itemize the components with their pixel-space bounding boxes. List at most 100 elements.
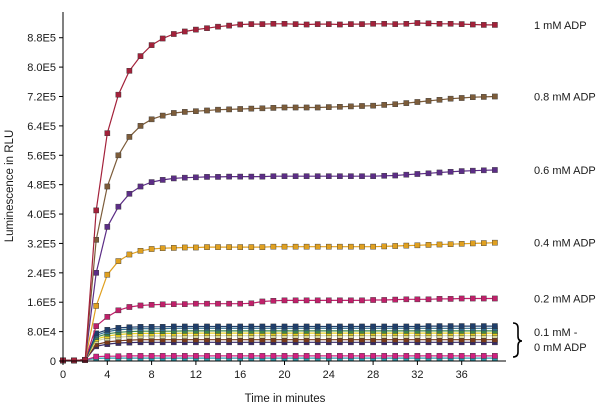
x-tick-label: 32 <box>411 369 423 381</box>
x-tick-label: 24 <box>323 369 335 381</box>
data-point <box>326 173 332 180</box>
data-point <box>137 302 144 309</box>
data-point <box>458 353 465 359</box>
data-point <box>337 21 343 28</box>
data-point <box>303 323 310 330</box>
data-point <box>170 353 177 359</box>
data-point <box>215 106 221 113</box>
series-1 <box>60 93 498 364</box>
data-point <box>159 35 166 42</box>
data-point <box>403 21 410 27</box>
data-point <box>337 323 343 330</box>
data-point <box>470 94 476 100</box>
data-point <box>425 323 432 329</box>
data-point <box>458 168 465 174</box>
data-point <box>436 169 443 176</box>
x-tick-label: 16 <box>234 369 246 381</box>
data-point <box>381 353 388 359</box>
series-line <box>63 357 495 361</box>
data-point <box>104 327 111 333</box>
data-point <box>215 353 221 359</box>
data-point <box>359 243 365 250</box>
data-point <box>425 20 432 27</box>
data-point <box>148 353 155 359</box>
data-point <box>326 353 332 359</box>
data-point <box>359 353 365 359</box>
data-point <box>481 323 487 329</box>
data-point <box>414 99 421 105</box>
y-tick-label: 0 <box>50 356 56 368</box>
data-point <box>170 301 177 307</box>
data-point <box>314 21 321 27</box>
data-point <box>292 21 299 27</box>
data-point <box>381 297 388 303</box>
data-point <box>348 323 354 330</box>
data-point <box>392 323 399 330</box>
data-point <box>414 353 421 359</box>
bracket-label-line-1: 0.1 mM - <box>534 327 578 339</box>
data-point <box>303 173 310 180</box>
series-line <box>63 330 495 361</box>
data-point <box>359 323 365 330</box>
x-tick-label: 0 <box>60 369 66 381</box>
y-tick-label: 8.8E5 <box>27 33 56 45</box>
data-point <box>337 173 343 180</box>
data-point <box>226 353 232 359</box>
data-point <box>447 296 454 302</box>
data-point <box>447 323 454 329</box>
data-point <box>359 21 365 27</box>
series-annotation: 0.2 mM ADP <box>534 294 596 306</box>
data-point <box>148 116 155 123</box>
data-point <box>370 21 376 27</box>
data-point <box>159 177 166 183</box>
plot-area <box>60 12 506 364</box>
data-point <box>270 298 277 304</box>
data-point <box>93 303 99 309</box>
data-point <box>148 246 155 252</box>
data-point <box>414 171 421 177</box>
data-point <box>137 353 144 359</box>
data-point <box>137 53 144 59</box>
data-point <box>237 353 244 359</box>
series-3 <box>60 239 498 364</box>
data-point <box>492 167 498 173</box>
data-point <box>314 353 321 359</box>
data-point <box>226 173 232 180</box>
data-point <box>148 42 155 48</box>
data-point <box>181 28 188 35</box>
data-point <box>237 244 244 250</box>
series-annotation: 0.8 mM ADP <box>534 92 596 104</box>
data-point <box>248 244 255 250</box>
data-point <box>159 245 166 252</box>
data-point <box>104 183 111 190</box>
data-point <box>215 23 221 30</box>
data-point <box>470 21 476 28</box>
data-point <box>215 323 221 330</box>
y-tick-label: 2.4E5 <box>27 268 56 280</box>
data-point <box>170 323 177 330</box>
series-10 <box>60 336 498 364</box>
y-tick-label: 7.2E5 <box>27 91 56 103</box>
data-point <box>281 21 288 27</box>
data-point <box>270 243 277 250</box>
data-point <box>115 152 122 159</box>
data-point <box>215 300 221 307</box>
data-point <box>403 353 410 359</box>
data-point <box>425 98 432 104</box>
data-point <box>204 25 210 32</box>
data-point <box>259 323 266 330</box>
data-point <box>248 21 255 27</box>
data-point <box>436 323 443 329</box>
data-point <box>204 300 210 307</box>
data-point <box>481 167 487 174</box>
data-point <box>403 171 410 178</box>
data-point <box>447 353 454 359</box>
series-11 <box>60 339 498 364</box>
bracket-group: 0.1 mM - 0 mM ADP <box>512 322 587 358</box>
data-point <box>193 323 199 330</box>
data-point <box>314 297 321 304</box>
data-point <box>458 21 465 27</box>
data-point <box>170 245 177 251</box>
data-point <box>126 324 133 331</box>
y-tick-label: 5.6E5 <box>27 150 56 162</box>
